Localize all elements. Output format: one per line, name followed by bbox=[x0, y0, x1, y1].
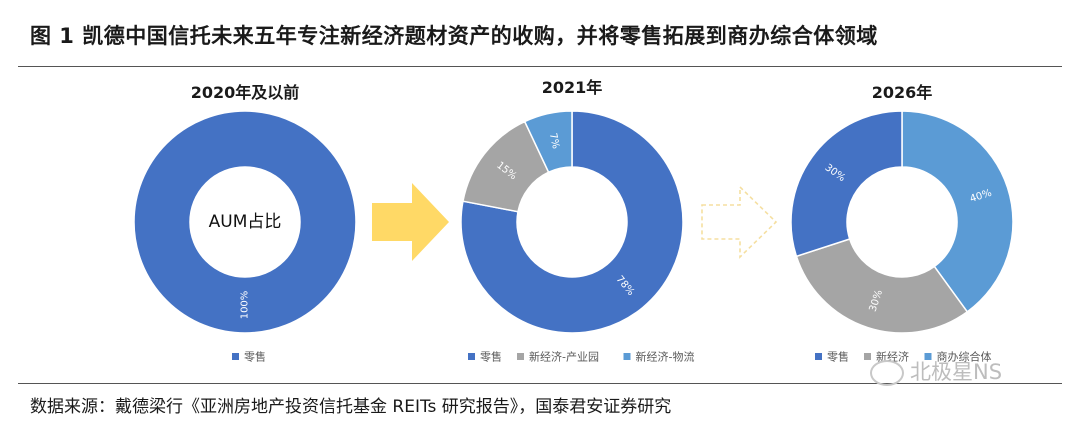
slice-1 bbox=[460, 110, 684, 334]
slice-2 bbox=[795, 238, 969, 334]
wechat-icon bbox=[870, 360, 904, 386]
slice-3 bbox=[523, 110, 573, 174]
legend-swatch bbox=[232, 353, 239, 360]
watermark-text: 北极星NS bbox=[910, 360, 1003, 384]
bottom-rule bbox=[18, 383, 1062, 384]
slice-data-label: 100% bbox=[240, 291, 251, 320]
legend-entry: 商办综合体 bbox=[937, 350, 992, 364]
legend-entry: 新经济-物流 bbox=[636, 350, 695, 364]
arrows bbox=[372, 183, 778, 261]
center-label: AUM占比 bbox=[209, 212, 282, 232]
chart-title: 2020年及以前 bbox=[191, 83, 300, 102]
legend-swatch bbox=[864, 353, 871, 360]
legend-entry: 零售 bbox=[244, 350, 266, 364]
legend-entry: 零售 bbox=[827, 350, 849, 364]
legend-entry: 零售 bbox=[480, 350, 502, 364]
chart-title: 2021年 bbox=[542, 78, 603, 97]
legend-swatch bbox=[623, 353, 631, 360]
legend-swatch bbox=[517, 353, 524, 360]
watermark: 北极星NS bbox=[870, 356, 1002, 386]
solid-arrow bbox=[372, 183, 449, 261]
legend-swatch bbox=[468, 353, 475, 360]
figure-title: 图 1 凯德中国信托未来五年专注新经济题材资产的收购，并将零售拓展到商办综合体领… bbox=[30, 24, 878, 48]
slice-data-label: 7% bbox=[547, 132, 561, 150]
dashed-arrow bbox=[701, 185, 778, 259]
source-note: 数据来源：戴德梁行《亚洲房地产投资信托基金 REITs 研究报告》，国泰君安证券… bbox=[30, 397, 672, 417]
legend-entry: 新经济-产业园 bbox=[529, 350, 599, 364]
chart-title: 2026年 bbox=[872, 83, 933, 102]
slice-1 bbox=[901, 110, 1014, 313]
slice-3 bbox=[790, 110, 903, 258]
slice-1 bbox=[133, 110, 357, 334]
legend-swatch bbox=[815, 353, 822, 360]
top-rule bbox=[18, 66, 1062, 67]
legend-swatch bbox=[924, 353, 932, 360]
